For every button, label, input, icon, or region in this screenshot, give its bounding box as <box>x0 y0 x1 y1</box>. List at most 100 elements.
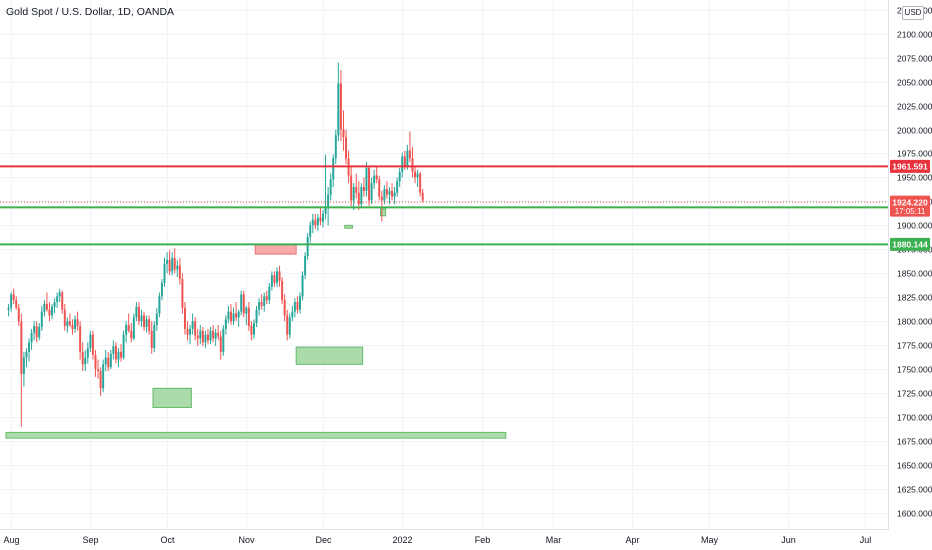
candle-body <box>12 294 15 301</box>
candle <box>368 165 371 207</box>
candle <box>201 326 204 347</box>
candle-body <box>51 306 54 316</box>
candle-body <box>275 271 278 283</box>
candle-body <box>365 167 368 191</box>
candle <box>28 338 31 362</box>
candle-body <box>311 219 314 226</box>
candle-body <box>403 156 406 166</box>
candle <box>373 169 376 189</box>
y-tick-label: 1650.000 <box>897 461 932 471</box>
candle <box>166 252 169 274</box>
current-price-badge <box>890 195 930 217</box>
candle-body <box>219 336 222 352</box>
candle <box>130 323 133 343</box>
candle <box>265 290 268 304</box>
candle <box>293 298 296 318</box>
demand-zone <box>5 431 507 439</box>
candle-body <box>181 279 184 308</box>
candle-body <box>357 192 360 205</box>
time-axis[interactable]: Aug Sep Oct Nov Dec 2022 Feb Mar Apr May Jun Jul <box>3 535 871 545</box>
candle <box>391 183 394 201</box>
candle <box>102 359 105 393</box>
candle <box>109 349 112 370</box>
candle <box>237 309 240 327</box>
candle-body <box>28 342 31 352</box>
candle <box>76 311 79 331</box>
candle <box>112 340 115 360</box>
candle <box>337 62 340 142</box>
candle <box>378 175 381 201</box>
candle-body <box>206 334 209 341</box>
candle-body <box>263 296 266 306</box>
candle <box>362 177 365 197</box>
candle <box>286 309 289 341</box>
candle <box>56 292 59 308</box>
countdown-label: 17:05:11 <box>895 207 926 216</box>
candle <box>252 319 255 339</box>
candle <box>94 349 97 377</box>
candle <box>178 257 181 285</box>
candle-body <box>342 129 345 138</box>
x-tick-label: Mar <box>546 535 562 545</box>
candle <box>398 167 401 188</box>
candle <box>421 188 424 203</box>
candle <box>51 303 54 320</box>
candle <box>204 330 207 349</box>
candle-body <box>63 309 66 327</box>
price-axis[interactable]: 1600.000 1625.000 1650.000 1675.000 1700.000… <box>897 6 932 519</box>
candle <box>107 351 110 372</box>
candle <box>173 248 176 274</box>
candle <box>275 267 278 287</box>
candle <box>117 348 120 368</box>
y-tick-label: 1800.000 <box>897 317 932 327</box>
candle-body <box>222 328 225 352</box>
candle-body <box>232 313 235 322</box>
candle-body <box>38 326 41 338</box>
currency-badge[interactable]: USD <box>902 6 924 20</box>
candle <box>66 317 69 333</box>
candle-body <box>15 300 18 308</box>
candle <box>414 165 417 184</box>
x-tick-label: Jul <box>860 535 872 545</box>
candle <box>25 348 28 368</box>
x-tick-label: Jun <box>781 535 796 545</box>
candle-body <box>237 311 240 318</box>
candle <box>339 70 342 142</box>
candle-body <box>145 319 148 327</box>
candle-body <box>391 190 394 197</box>
candle <box>17 303 20 327</box>
candle <box>350 165 353 207</box>
candle <box>91 330 94 360</box>
candle <box>224 315 227 335</box>
candle <box>245 305 248 326</box>
demand-zone <box>344 224 353 229</box>
y-tick-label: 1825.000 <box>897 293 932 303</box>
candle-body <box>148 319 151 331</box>
candle <box>194 317 197 341</box>
candle <box>171 252 174 276</box>
candle-body <box>388 190 391 195</box>
candle-body <box>247 307 250 327</box>
candle <box>45 292 48 312</box>
candle <box>393 187 396 205</box>
candle <box>158 292 161 318</box>
candle <box>352 183 355 211</box>
candle-body <box>194 321 197 336</box>
candle-body <box>104 357 107 365</box>
y-tick-label: 2025.000 <box>897 102 932 112</box>
x-tick-label: Oct <box>160 535 175 545</box>
x-tick-label: 2022 <box>392 535 412 545</box>
candle <box>63 303 66 331</box>
candle <box>209 326 212 345</box>
candle-body <box>258 302 261 310</box>
candle <box>385 181 388 199</box>
y-tick-label: 1600.000 <box>897 509 932 519</box>
candle-body <box>378 179 381 197</box>
candle <box>212 325 215 343</box>
candle-body <box>396 181 399 193</box>
candle <box>380 190 383 222</box>
candle <box>206 328 209 345</box>
candle-body <box>212 330 215 339</box>
